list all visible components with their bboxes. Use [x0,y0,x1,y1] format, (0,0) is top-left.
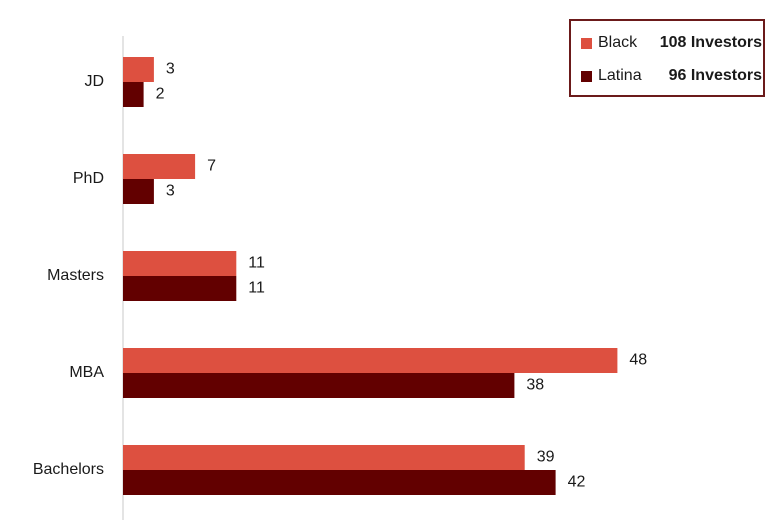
bar-black-masters [123,251,237,276]
category-label-bachelors: Bachelors [33,461,104,478]
category-label-jd: JD [84,73,104,90]
bar-latina-bachelors [123,470,556,495]
category-label-phd: PhD [73,170,104,187]
legend-label-black: Black [598,34,638,51]
data-label-latina-jd: 2 [156,86,165,103]
legend-item-black: Black 108 Investors [581,33,762,53]
bar-latina-phd [123,179,154,204]
bar-black-mba [123,348,618,373]
legend-count-latina: 96 Investors [668,67,762,84]
bar-latina-masters [123,276,237,301]
bar-black-phd [123,154,196,179]
data-label-black-phd: 7 [207,158,216,175]
data-label-latina-mba: 38 [526,377,544,394]
category-label-mba: MBA [69,364,104,381]
data-label-latina-masters: 11 [248,280,265,297]
data-label-latina-phd: 3 [166,183,175,200]
legend-item-latina: Latina 96 Investors [581,66,762,86]
legend: Black 108 Investors Latina 96 Investors [569,19,765,97]
legend-swatch-latina [581,70,592,82]
data-label-black-jd: 3 [166,61,175,78]
legend-swatch-black [581,37,592,49]
legend-label-latina: Latina [598,67,642,84]
data-label-black-mba: 48 [629,352,647,369]
bar-black-bachelors [123,445,525,470]
data-label-black-bachelors: 39 [537,449,555,466]
data-label-latina-bachelors: 42 [568,474,586,491]
bar-latina-jd [123,82,144,107]
data-label-black-masters: 11 [248,255,265,272]
bar-latina-mba [123,373,515,398]
legend-count-black: 108 Investors [659,34,762,51]
category-label-masters: Masters [47,267,104,284]
bar-black-jd [123,57,154,82]
